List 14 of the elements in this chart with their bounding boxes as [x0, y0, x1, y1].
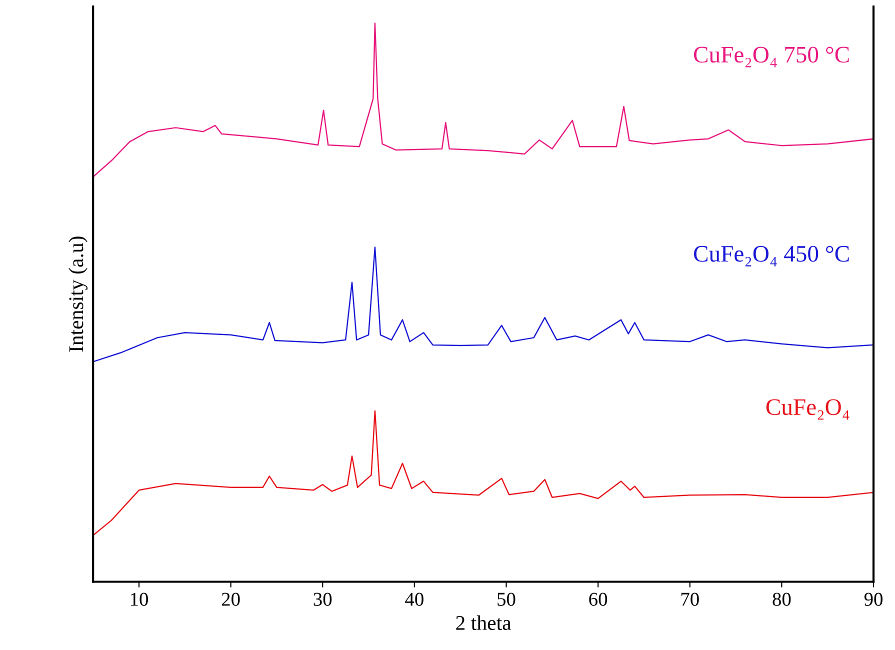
x-tick-label: 40 [405, 592, 424, 606]
x-tick-label: 60 [589, 592, 608, 606]
text: CuFe₂O₄ [766, 399, 850, 420]
text: CuFe₂O₄ 750 °C [694, 46, 849, 68]
x-tick-label: 90 [864, 592, 882, 606]
x-tick-label: 80 [772, 592, 791, 606]
x-tick-label: 20 [222, 592, 240, 606]
text: CuFe₂O₄ 450 °C [694, 246, 849, 266]
x-axis-title: 2 theta [456, 615, 512, 630]
x-tick-label: 70 [681, 592, 699, 606]
x-tick-label: 30 [314, 592, 332, 606]
y-axis-title: Intensity (a.u) [68, 236, 88, 352]
x-tick-label: 50 [498, 592, 516, 606]
x-tick-label: 10 [130, 592, 148, 606]
